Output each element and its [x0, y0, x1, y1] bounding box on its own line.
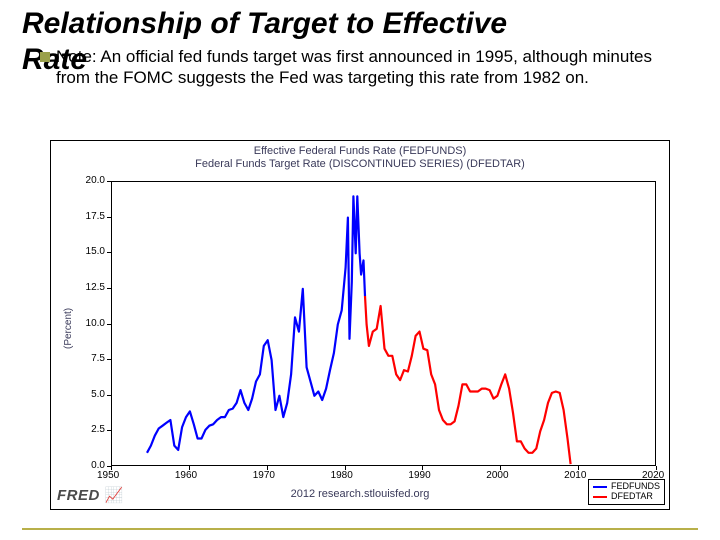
- y-tick-label: 5.0: [91, 389, 105, 400]
- series-DFEDTAR: [365, 296, 571, 464]
- plot-area: [111, 181, 656, 466]
- x-tick-label: 2000: [486, 470, 508, 481]
- y-tick: [107, 288, 111, 289]
- x-tick: [422, 466, 423, 470]
- legend-swatch: [593, 486, 607, 488]
- legend-item: DFEDTAR: [593, 492, 660, 502]
- y-tick-label: 10.0: [86, 318, 105, 329]
- y-tick: [107, 181, 111, 182]
- y-tick: [107, 252, 111, 253]
- x-tick: [500, 466, 501, 470]
- slide-title-line1: Relationship of Target to Effective: [22, 8, 698, 40]
- legend-label: DFEDTAR: [611, 492, 653, 502]
- y-tick: [107, 324, 111, 325]
- x-tick-label: 2010: [564, 470, 586, 481]
- x-tick-label: 1980: [331, 470, 353, 481]
- bullet-block: Note: An official fed funds target was f…: [40, 46, 690, 89]
- y-tick-label: 2.5: [91, 424, 105, 435]
- y-tick: [107, 359, 111, 360]
- y-tick-label: 17.5: [86, 211, 105, 222]
- x-tick: [111, 466, 112, 470]
- chart-footer: 2012 research.stlouisfed.org: [51, 488, 669, 500]
- y-axis-label: (Percent): [63, 307, 74, 348]
- legend: FEDFUNDSDFEDTAR: [588, 479, 665, 505]
- x-tick: [345, 466, 346, 470]
- bottom-rule: [22, 528, 698, 530]
- chart-svg: [112, 182, 657, 467]
- series-FEDFUNDS: [147, 196, 365, 453]
- y-tick-label: 20.0: [86, 175, 105, 186]
- bullet-text: Note: An official fed funds target was f…: [56, 46, 690, 89]
- x-tick: [189, 466, 190, 470]
- y-tick-label: 7.5: [91, 353, 105, 364]
- x-tick-label: 2020: [642, 470, 664, 481]
- x-tick: [267, 466, 268, 470]
- chart-titles: Effective Federal Funds Rate (FEDFUNDS) …: [51, 141, 669, 171]
- chart-frame: Effective Federal Funds Rate (FEDFUNDS) …: [50, 140, 670, 510]
- bullet-icon: [40, 52, 50, 62]
- x-tick: [578, 466, 579, 470]
- y-tick-label: 15.0: [86, 246, 105, 257]
- x-tick-label: 1950: [97, 470, 119, 481]
- x-tick-label: 1990: [408, 470, 430, 481]
- y-tick: [107, 217, 111, 218]
- y-tick: [107, 395, 111, 396]
- y-tick-label: 12.5: [86, 282, 105, 293]
- title-block: Relationship of Target to Effective Rate: [22, 8, 698, 40]
- slide: Relationship of Target to Effective Rate…: [0, 0, 720, 540]
- chart-title-1: Effective Federal Funds Rate (FEDFUNDS): [51, 145, 669, 158]
- x-tick-label: 1970: [253, 470, 275, 481]
- x-tick: [656, 466, 657, 470]
- legend-swatch: [593, 496, 607, 498]
- x-tick-label: 1960: [175, 470, 197, 481]
- chart-title-2: Federal Funds Target Rate (DISCONTINUED …: [51, 158, 669, 171]
- bullet-row: Note: An official fed funds target was f…: [40, 46, 690, 89]
- y-tick: [107, 430, 111, 431]
